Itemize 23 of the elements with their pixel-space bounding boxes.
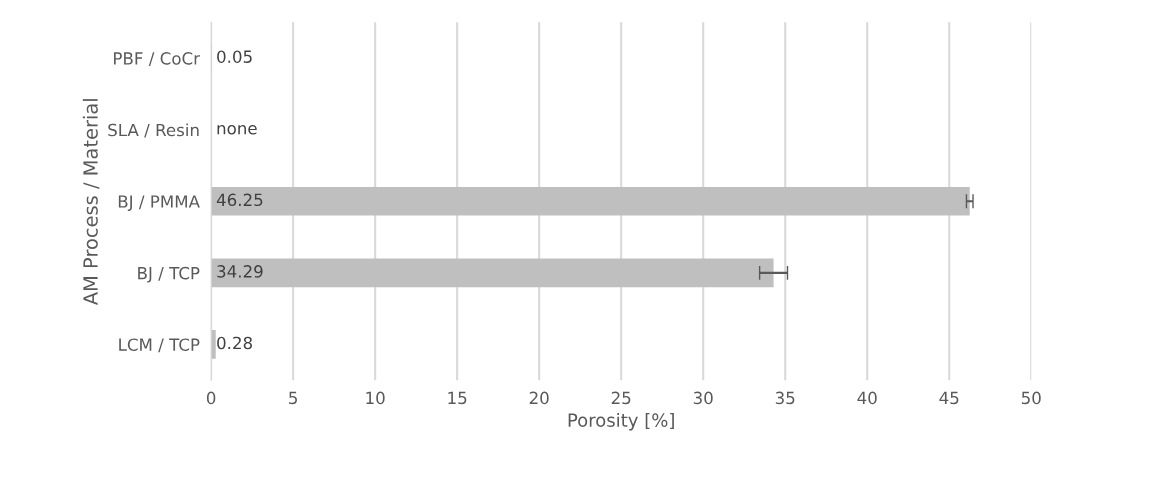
data-label: 0.05 — [217, 50, 252, 63]
x-tick-label: 30 — [693, 391, 713, 405]
x-axis-title: Porosity [%] — [568, 413, 674, 431]
data-label: 0.28 — [217, 336, 253, 350]
y-tick-label: SLA / Resin — [108, 123, 199, 138]
x-tick-label: 40 — [857, 391, 877, 405]
data-label: 46.25 — [216, 193, 263, 207]
y-tick-label: BJ / PMMA — [118, 195, 200, 211]
x-tick-label: 35 — [775, 391, 795, 405]
y-tick-label: PBF / CoCr — [114, 52, 201, 67]
x-tick-label: 5 — [289, 391, 297, 405]
x-tick-label: 20 — [529, 391, 549, 405]
data-label: 34.29 — [217, 265, 263, 278]
x-tick-label: 45 — [939, 391, 959, 405]
text: none — [217, 124, 257, 135]
y-tick-label: BJ / TCP — [138, 266, 200, 283]
y-axis-title: AM Process / Material — [82, 99, 100, 306]
x-tick-label: 0 — [206, 391, 216, 405]
x-tick-label: 50 — [1021, 391, 1041, 405]
x-tick-label: 25 — [611, 391, 631, 405]
y-tick-label: LCM / TCP — [119, 338, 200, 353]
x-tick-label: 15 — [448, 391, 467, 405]
x-tick-label: 10 — [366, 391, 385, 405]
